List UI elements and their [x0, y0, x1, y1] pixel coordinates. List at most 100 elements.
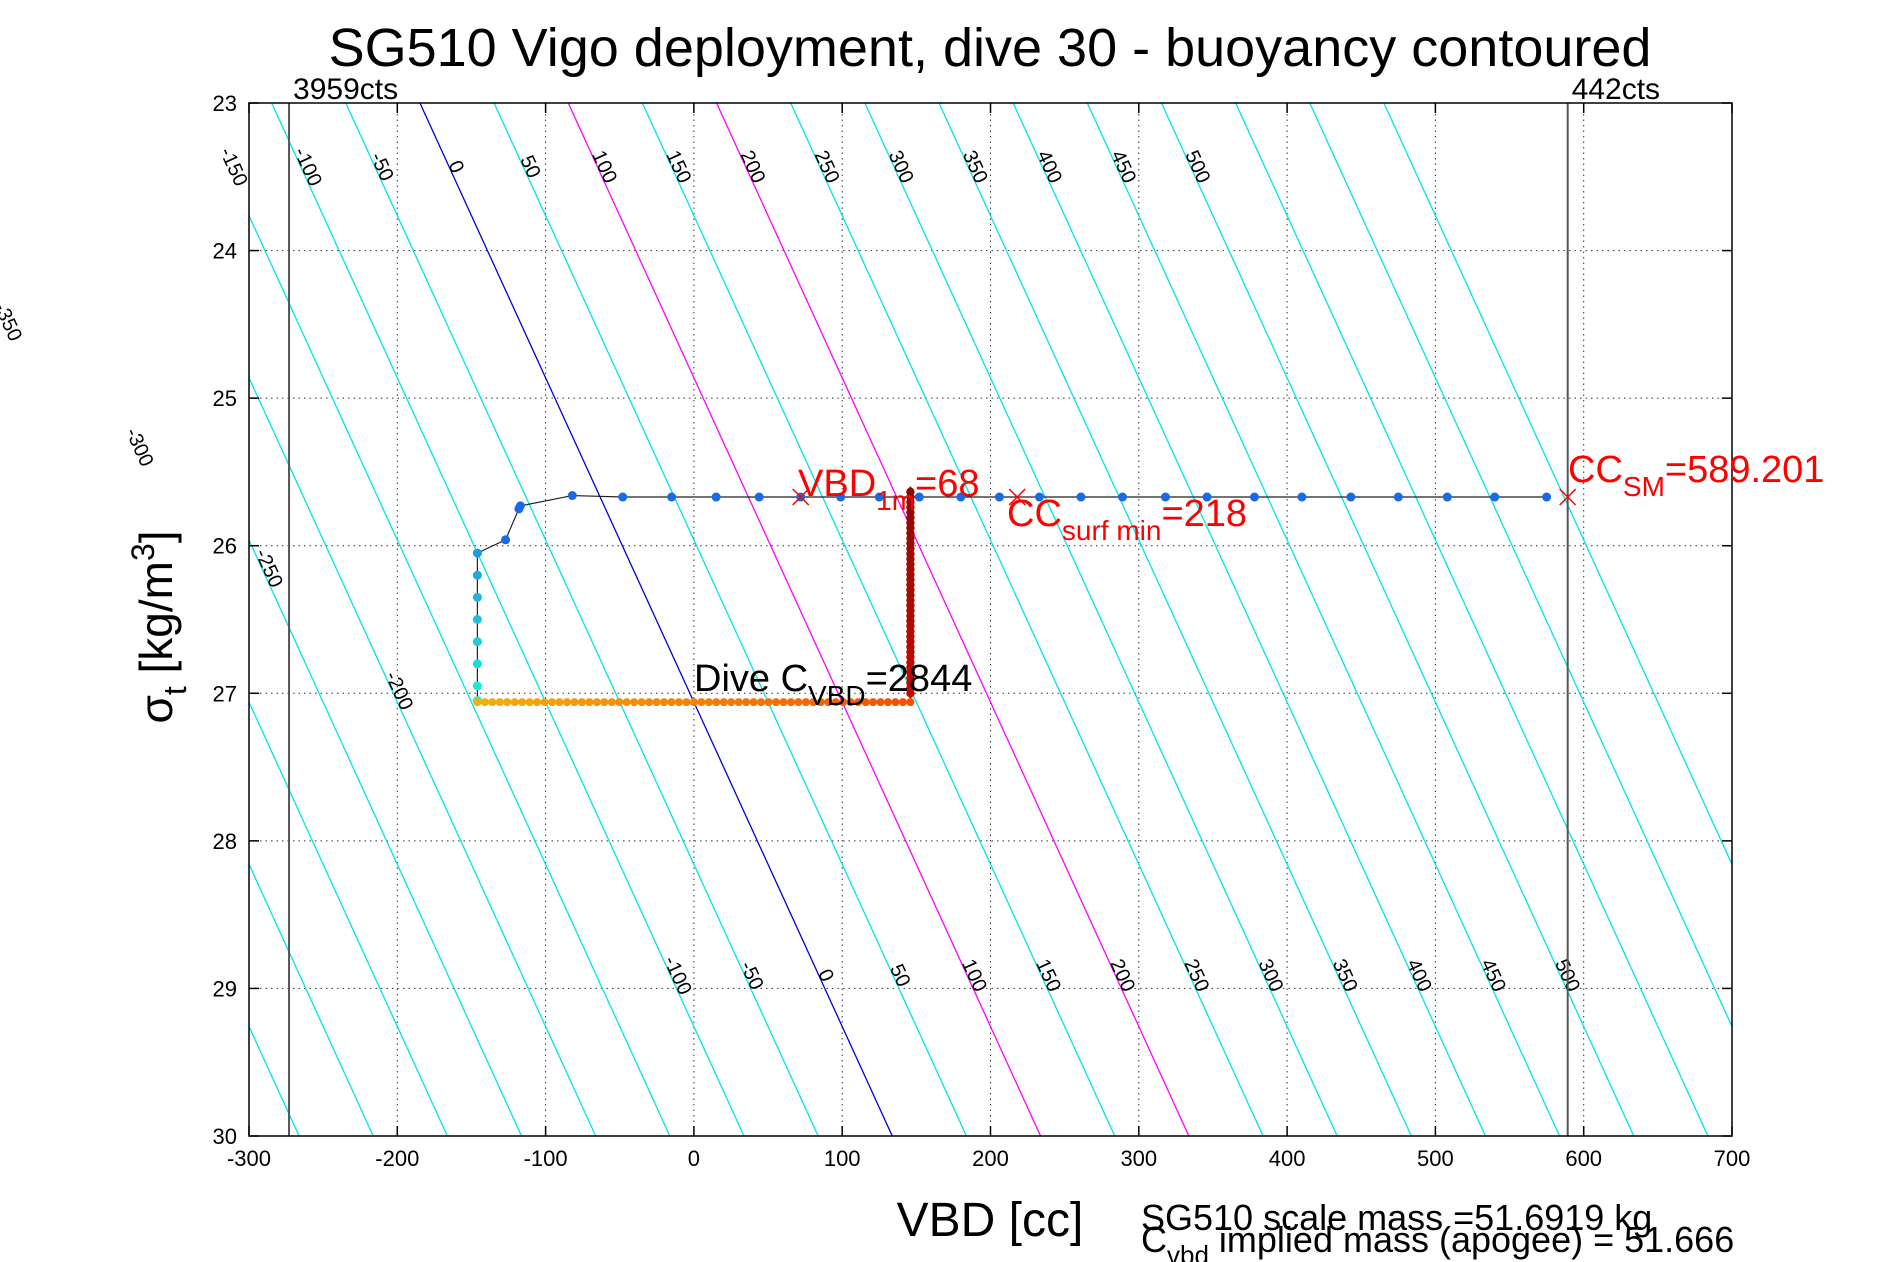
- apogee-point: [898, 698, 907, 707]
- ascent-point: [906, 487, 915, 497]
- descent-point: [472, 681, 482, 691]
- contour-line: [419, 103, 893, 1136]
- apogee-point: [779, 698, 788, 707]
- contour-line: [1160, 103, 1635, 1136]
- dive-trace: [472, 486, 1552, 707]
- apogee-point: [794, 698, 803, 707]
- descent-point: [1490, 492, 1500, 502]
- vbd-1m-annotation: VBD1m=68: [798, 463, 980, 516]
- contour-line: [1309, 103, 1732, 1029]
- descent-point: [472, 592, 482, 602]
- apogee-point: [786, 698, 795, 707]
- apogee-point: [801, 698, 810, 707]
- contour-line: [0, 103, 151, 1136]
- descent-point: [1393, 492, 1403, 502]
- apogee-point: [585, 698, 594, 707]
- x-tick-label: 500: [1417, 1146, 1454, 1171]
- apogee-point: [518, 698, 527, 707]
- apogee-point: [757, 698, 766, 707]
- y-label-unit: [kg/m: [130, 561, 182, 686]
- apogee-point: [525, 698, 534, 707]
- x-tick-label: 700: [1714, 1146, 1751, 1171]
- contour-label: -150: [215, 144, 252, 190]
- apogee-point: [682, 698, 691, 707]
- descent-point: [567, 491, 577, 501]
- apogee-point: [869, 698, 878, 707]
- apogee-point: [570, 698, 579, 707]
- descent-point: [472, 548, 482, 558]
- y-tick-label: 30: [213, 1124, 237, 1149]
- descent-point: [1034, 492, 1044, 502]
- contour-line: [0, 103, 77, 1136]
- y-tick-label: 25: [213, 386, 237, 411]
- contour-line: [249, 376, 597, 1136]
- y-tick-label: 23: [213, 91, 237, 116]
- apogee-point: [727, 698, 736, 707]
- apogee-point: [689, 698, 698, 707]
- descent-point: [956, 492, 966, 502]
- y-tick-label: 27: [213, 681, 237, 706]
- apogee-point: [577, 698, 586, 707]
- apogee-point: [667, 698, 676, 707]
- cc-sm-annotation: CCSM=589.201: [1568, 449, 1824, 502]
- apogee-point: [876, 698, 885, 707]
- apogee-point: [548, 698, 557, 707]
- limit-label: 442cts: [1572, 73, 1660, 106]
- contour-line: [1086, 103, 1561, 1136]
- apogee-point: [861, 698, 870, 707]
- apogee-point: [816, 698, 825, 707]
- descent-point: [1160, 492, 1170, 502]
- descent-point: [914, 492, 924, 502]
- y-tick-label: 26: [213, 534, 237, 559]
- descent-point: [1249, 492, 1259, 502]
- descent-point: [667, 492, 677, 502]
- contour-line: [249, 538, 523, 1136]
- descent-point: [1297, 492, 1307, 502]
- descent-point: [514, 504, 524, 514]
- apogee-point: [697, 698, 706, 707]
- descent-point: [711, 492, 721, 502]
- apogee-point: [488, 698, 497, 707]
- apogee-point: [891, 698, 900, 707]
- x-tick-label: 600: [1565, 1146, 1602, 1171]
- apogee-point: [630, 698, 639, 707]
- apogee-point: [592, 698, 601, 707]
- x-tick-label: 400: [1269, 1146, 1306, 1171]
- contour-line: [249, 214, 671, 1136]
- apogee-point: [495, 698, 504, 707]
- apogee-point: [704, 698, 713, 707]
- contour-line: [493, 103, 968, 1136]
- apogee-point: [533, 698, 542, 707]
- descent-point: [1442, 492, 1452, 502]
- scale-mass-text: SG510 scale mass =51.6919 kg: [1141, 1197, 1652, 1238]
- contour-line: [1383, 103, 1732, 866]
- y-label-sub: t: [157, 686, 193, 695]
- contour-line: [1235, 103, 1709, 1136]
- descent-point: [1542, 492, 1552, 502]
- limit-label: 3959cts: [293, 73, 398, 106]
- descent-point: [472, 570, 482, 580]
- contour-line: [0, 103, 225, 1136]
- buoyancy-contours: [0, 103, 1732, 1136]
- contour-line: [790, 103, 1264, 1136]
- y-tick-label: 28: [213, 829, 237, 854]
- x-tick-label: -200: [375, 1146, 419, 1171]
- descent-point: [501, 535, 511, 545]
- apogee-point: [607, 698, 616, 707]
- apogee-point: [719, 698, 728, 707]
- x-tick-label: 300: [1120, 1146, 1157, 1171]
- apogee-point: [600, 698, 609, 707]
- contour-label: -300: [121, 425, 158, 471]
- implied-mass-text: Cvbd implied mass (apogee) = 51.666: [1141, 1219, 1734, 1262]
- apogee-point: [846, 698, 855, 707]
- y-axis-label: σt [kg/m3]: [125, 530, 193, 723]
- y-label-symbol: σ: [130, 695, 182, 723]
- contour-line: [249, 862, 374, 1136]
- descent-point: [472, 659, 482, 669]
- contour-line: [567, 103, 1042, 1136]
- descent-point: [836, 492, 846, 502]
- dive-cvbd-annotation: Dive CVBD=2844: [694, 658, 972, 711]
- apogee-point: [555, 698, 564, 707]
- apogee-point: [712, 698, 721, 707]
- contour-line: [345, 103, 819, 1136]
